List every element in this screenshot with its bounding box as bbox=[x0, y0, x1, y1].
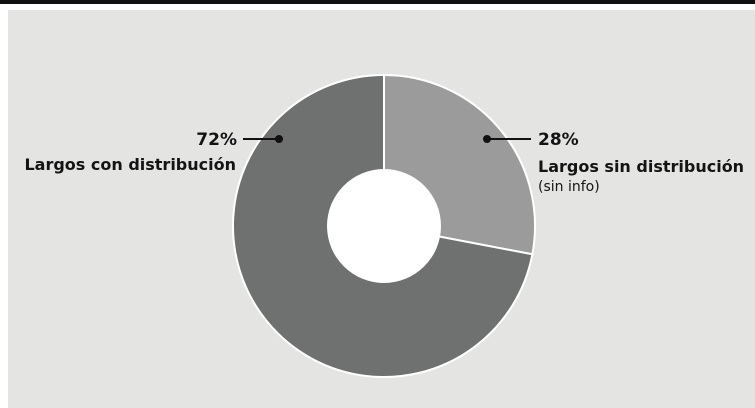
slice-label-sin-distribucion: Largos sin distribución bbox=[538, 157, 744, 176]
top-rule bbox=[0, 0, 755, 4]
donut-hole bbox=[327, 169, 441, 283]
leader-dot-sin-distribucion bbox=[483, 135, 491, 143]
leader-dot-con-distribucion bbox=[275, 135, 283, 143]
slice-sublabel-sin-distribucion: (sin info) bbox=[538, 179, 600, 195]
slice-label-con-distribucion: Largos con distribución bbox=[24, 155, 236, 174]
value-label-con-distribucion: 72% bbox=[196, 130, 237, 150]
value-label-sin-distribucion: 28% bbox=[538, 130, 579, 150]
